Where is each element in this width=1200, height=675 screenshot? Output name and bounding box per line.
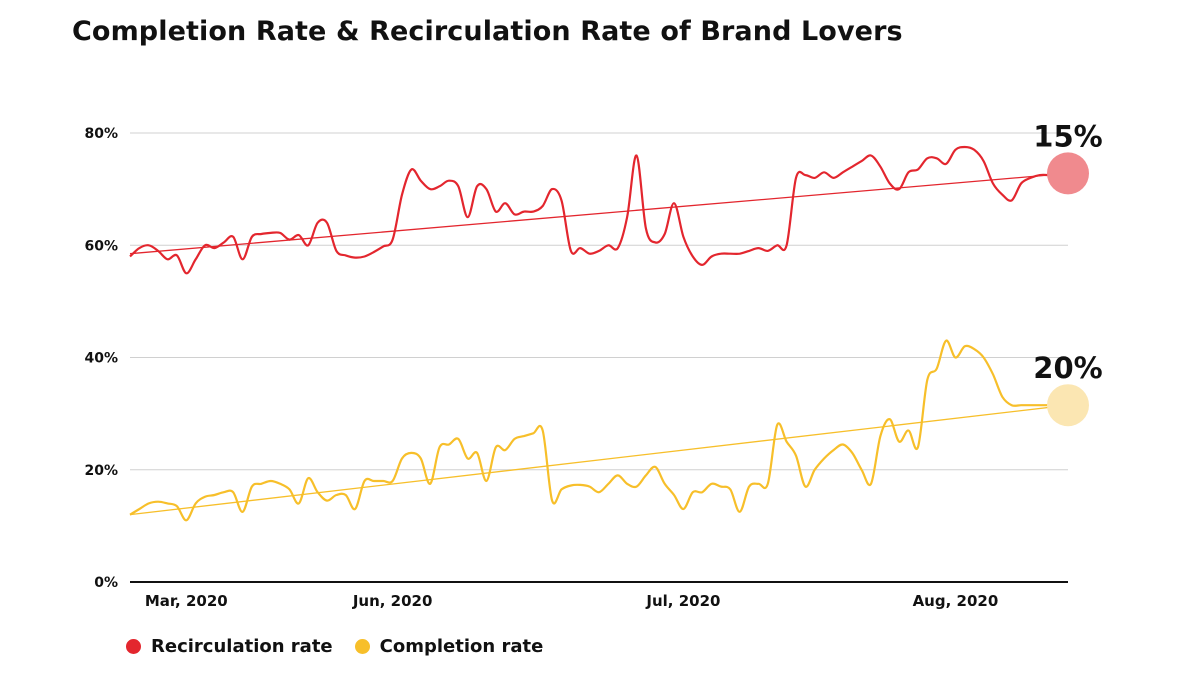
- chart-title: Completion Rate & Recirculation Rate of …: [72, 16, 903, 47]
- y-tick-label: 20%: [84, 463, 118, 479]
- legend-item-completion: Completion rate: [354, 636, 544, 657]
- y-tick-label: 80%: [84, 126, 118, 142]
- x-tick-label: Jul, 2020: [645, 592, 720, 610]
- recirculation-end-label: 15%: [1033, 119, 1102, 153]
- grid-lines: [130, 132, 1068, 471]
- y-tick-label: 60%: [84, 238, 118, 254]
- x-tick-label: Jun, 2020: [352, 592, 433, 610]
- legend-swatch-completion: [354, 639, 370, 654]
- completion-end-label: 20%: [1033, 351, 1102, 385]
- recirculation-line: [129, 145, 1068, 275]
- end-annotations: 15% 20%: [1033, 119, 1103, 427]
- x-axis: Mar, 2020 Jun, 2020 Jul, 2020 Aug, 2020: [130, 581, 1068, 610]
- recirculation-trend-line: [129, 172, 1069, 255]
- legend-swatch-recirculation: [126, 639, 141, 654]
- recirculation-end-marker: [1047, 152, 1089, 195]
- y-tick-label: 0%: [94, 575, 118, 591]
- series-lines: [129, 145, 1069, 522]
- legend: Recirculation rate Completion rate: [126, 636, 543, 657]
- x-tick-label: Aug, 2020: [913, 592, 999, 610]
- y-axis: 0% 20% 40% 60% 80%: [84, 126, 118, 591]
- legend-label-completion: Completion rate: [379, 636, 544, 657]
- legend-label-recirculation: Recirculation rate: [151, 636, 333, 657]
- y-tick-label: 40%: [84, 351, 118, 367]
- completion-trend-line: [129, 404, 1069, 516]
- legend-item-recirculation: Recirculation rate: [126, 636, 333, 657]
- x-tick-label: Mar, 2020: [145, 592, 228, 610]
- completion-line: [129, 339, 1068, 522]
- completion-end-marker: [1047, 384, 1089, 427]
